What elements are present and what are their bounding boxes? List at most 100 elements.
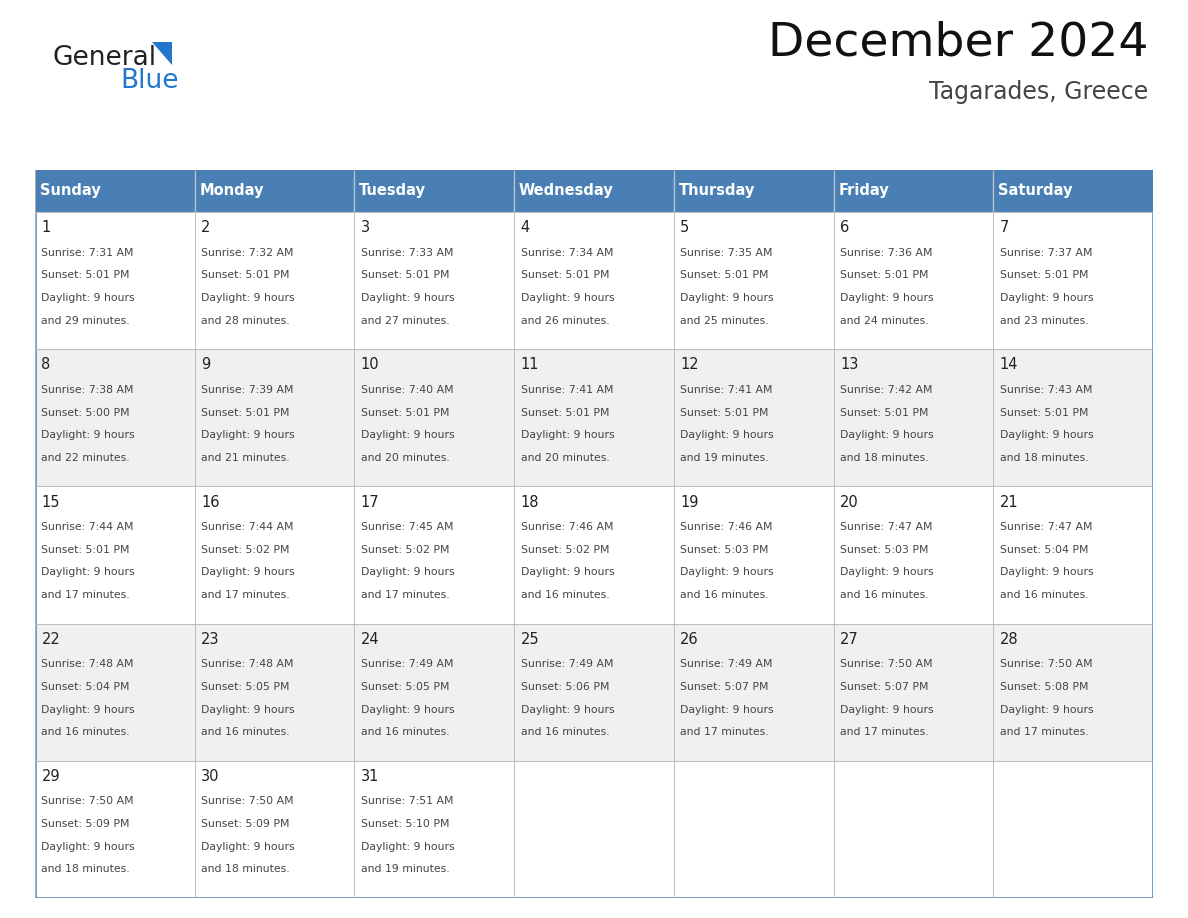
Text: 17: 17 bbox=[361, 495, 379, 509]
Text: and 27 minutes.: and 27 minutes. bbox=[361, 316, 449, 326]
Bar bbox=[993, 623, 1154, 761]
Text: 31: 31 bbox=[361, 769, 379, 784]
Bar bbox=[354, 623, 514, 761]
Text: and 29 minutes.: and 29 minutes. bbox=[42, 316, 129, 326]
Bar bbox=[834, 349, 993, 487]
Text: 6: 6 bbox=[840, 220, 849, 235]
Text: 18: 18 bbox=[520, 495, 539, 509]
Text: Sunrise: 7:43 AM: Sunrise: 7:43 AM bbox=[999, 385, 1092, 395]
Text: Sunset: 5:01 PM: Sunset: 5:01 PM bbox=[201, 270, 290, 280]
Text: 3: 3 bbox=[361, 220, 369, 235]
Text: Sunrise: 7:31 AM: Sunrise: 7:31 AM bbox=[42, 248, 134, 258]
Text: Sunrise: 7:50 AM: Sunrise: 7:50 AM bbox=[42, 797, 134, 807]
Bar bbox=[674, 170, 834, 212]
Text: Sunrise: 7:50 AM: Sunrise: 7:50 AM bbox=[840, 659, 933, 669]
Bar bbox=[674, 623, 834, 761]
Bar bbox=[834, 170, 993, 212]
Text: Sunset: 5:00 PM: Sunset: 5:00 PM bbox=[42, 408, 129, 418]
Bar bbox=[34, 170, 195, 212]
Text: Sunrise: 7:49 AM: Sunrise: 7:49 AM bbox=[520, 659, 613, 669]
Text: and 21 minutes.: and 21 minutes. bbox=[201, 453, 290, 463]
Bar bbox=[195, 487, 354, 623]
Text: 12: 12 bbox=[681, 357, 699, 373]
Text: Sunrise: 7:47 AM: Sunrise: 7:47 AM bbox=[999, 522, 1092, 532]
Text: Daylight: 9 hours: Daylight: 9 hours bbox=[42, 293, 135, 303]
Text: Daylight: 9 hours: Daylight: 9 hours bbox=[201, 704, 295, 714]
Bar bbox=[514, 761, 674, 898]
Text: Sunset: 5:07 PM: Sunset: 5:07 PM bbox=[681, 682, 769, 692]
Text: Daylight: 9 hours: Daylight: 9 hours bbox=[681, 431, 773, 440]
Bar bbox=[354, 349, 514, 487]
Bar bbox=[834, 487, 993, 623]
Text: Sunrise: 7:41 AM: Sunrise: 7:41 AM bbox=[681, 385, 772, 395]
Text: 14: 14 bbox=[999, 357, 1018, 373]
Text: 23: 23 bbox=[201, 632, 220, 647]
Text: and 16 minutes.: and 16 minutes. bbox=[999, 590, 1088, 600]
Text: Sunset: 5:09 PM: Sunset: 5:09 PM bbox=[201, 819, 290, 829]
Text: 22: 22 bbox=[42, 632, 61, 647]
Text: and 16 minutes.: and 16 minutes. bbox=[840, 590, 929, 600]
Text: 28: 28 bbox=[999, 632, 1018, 647]
Text: and 16 minutes.: and 16 minutes. bbox=[42, 727, 129, 737]
Text: 1: 1 bbox=[42, 220, 51, 235]
Text: 5: 5 bbox=[681, 220, 689, 235]
Text: and 25 minutes.: and 25 minutes. bbox=[681, 316, 769, 326]
Text: Daylight: 9 hours: Daylight: 9 hours bbox=[201, 293, 295, 303]
Text: and 19 minutes.: and 19 minutes. bbox=[681, 453, 769, 463]
Text: Sunset: 5:01 PM: Sunset: 5:01 PM bbox=[520, 408, 609, 418]
Text: Sunrise: 7:50 AM: Sunrise: 7:50 AM bbox=[999, 659, 1092, 669]
Text: Sunrise: 7:47 AM: Sunrise: 7:47 AM bbox=[840, 522, 933, 532]
Text: and 23 minutes.: and 23 minutes. bbox=[999, 316, 1088, 326]
Text: Sunrise: 7:48 AM: Sunrise: 7:48 AM bbox=[42, 659, 134, 669]
Text: Sunrise: 7:42 AM: Sunrise: 7:42 AM bbox=[840, 385, 933, 395]
Bar bbox=[834, 761, 993, 898]
Text: Daylight: 9 hours: Daylight: 9 hours bbox=[520, 567, 614, 577]
Text: Sunrise: 7:50 AM: Sunrise: 7:50 AM bbox=[201, 797, 293, 807]
Text: Sunset: 5:03 PM: Sunset: 5:03 PM bbox=[681, 544, 769, 554]
Text: and 24 minutes.: and 24 minutes. bbox=[840, 316, 929, 326]
Text: Daylight: 9 hours: Daylight: 9 hours bbox=[520, 431, 614, 440]
Text: Sunset: 5:05 PM: Sunset: 5:05 PM bbox=[201, 682, 290, 692]
Text: Saturday: Saturday bbox=[998, 184, 1073, 198]
Bar bbox=[195, 212, 354, 349]
Text: Daylight: 9 hours: Daylight: 9 hours bbox=[681, 567, 773, 577]
Text: and 18 minutes.: and 18 minutes. bbox=[840, 453, 929, 463]
Text: Monday: Monday bbox=[200, 184, 264, 198]
Bar bbox=[195, 623, 354, 761]
Text: Tuesday: Tuesday bbox=[359, 184, 426, 198]
Text: Sunset: 5:01 PM: Sunset: 5:01 PM bbox=[840, 270, 929, 280]
Text: and 18 minutes.: and 18 minutes. bbox=[201, 865, 290, 874]
Bar bbox=[514, 349, 674, 487]
Text: Sunrise: 7:38 AM: Sunrise: 7:38 AM bbox=[42, 385, 134, 395]
Text: and 18 minutes.: and 18 minutes. bbox=[42, 865, 129, 874]
Text: Sunset: 5:09 PM: Sunset: 5:09 PM bbox=[42, 819, 129, 829]
Text: and 17 minutes.: and 17 minutes. bbox=[681, 727, 769, 737]
Text: Sunrise: 7:44 AM: Sunrise: 7:44 AM bbox=[42, 522, 134, 532]
Bar bbox=[674, 349, 834, 487]
Text: and 17 minutes.: and 17 minutes. bbox=[840, 727, 929, 737]
Bar bbox=[195, 170, 354, 212]
Bar bbox=[34, 761, 195, 898]
Text: 8: 8 bbox=[42, 357, 51, 373]
Text: Sunrise: 7:32 AM: Sunrise: 7:32 AM bbox=[201, 248, 293, 258]
Bar bbox=[514, 623, 674, 761]
Text: Sunrise: 7:49 AM: Sunrise: 7:49 AM bbox=[681, 659, 772, 669]
Text: December 2024: December 2024 bbox=[767, 20, 1148, 65]
Text: Daylight: 9 hours: Daylight: 9 hours bbox=[999, 431, 1093, 440]
Text: Sunrise: 7:40 AM: Sunrise: 7:40 AM bbox=[361, 385, 454, 395]
Text: Daylight: 9 hours: Daylight: 9 hours bbox=[361, 704, 455, 714]
Text: Sunrise: 7:39 AM: Sunrise: 7:39 AM bbox=[201, 385, 293, 395]
Text: 2: 2 bbox=[201, 220, 210, 235]
Text: 29: 29 bbox=[42, 769, 61, 784]
Text: 16: 16 bbox=[201, 495, 220, 509]
Text: Sunset: 5:04 PM: Sunset: 5:04 PM bbox=[42, 682, 129, 692]
Text: Sunset: 5:01 PM: Sunset: 5:01 PM bbox=[361, 408, 449, 418]
Text: Sunset: 5:08 PM: Sunset: 5:08 PM bbox=[999, 682, 1088, 692]
Bar bbox=[34, 487, 195, 623]
Text: Daylight: 9 hours: Daylight: 9 hours bbox=[201, 842, 295, 852]
Text: Sunrise: 7:45 AM: Sunrise: 7:45 AM bbox=[361, 522, 454, 532]
Text: Sunset: 5:01 PM: Sunset: 5:01 PM bbox=[840, 408, 929, 418]
Text: Sunrise: 7:51 AM: Sunrise: 7:51 AM bbox=[361, 797, 454, 807]
Text: Daylight: 9 hours: Daylight: 9 hours bbox=[42, 431, 135, 440]
Text: Daylight: 9 hours: Daylight: 9 hours bbox=[999, 704, 1093, 714]
